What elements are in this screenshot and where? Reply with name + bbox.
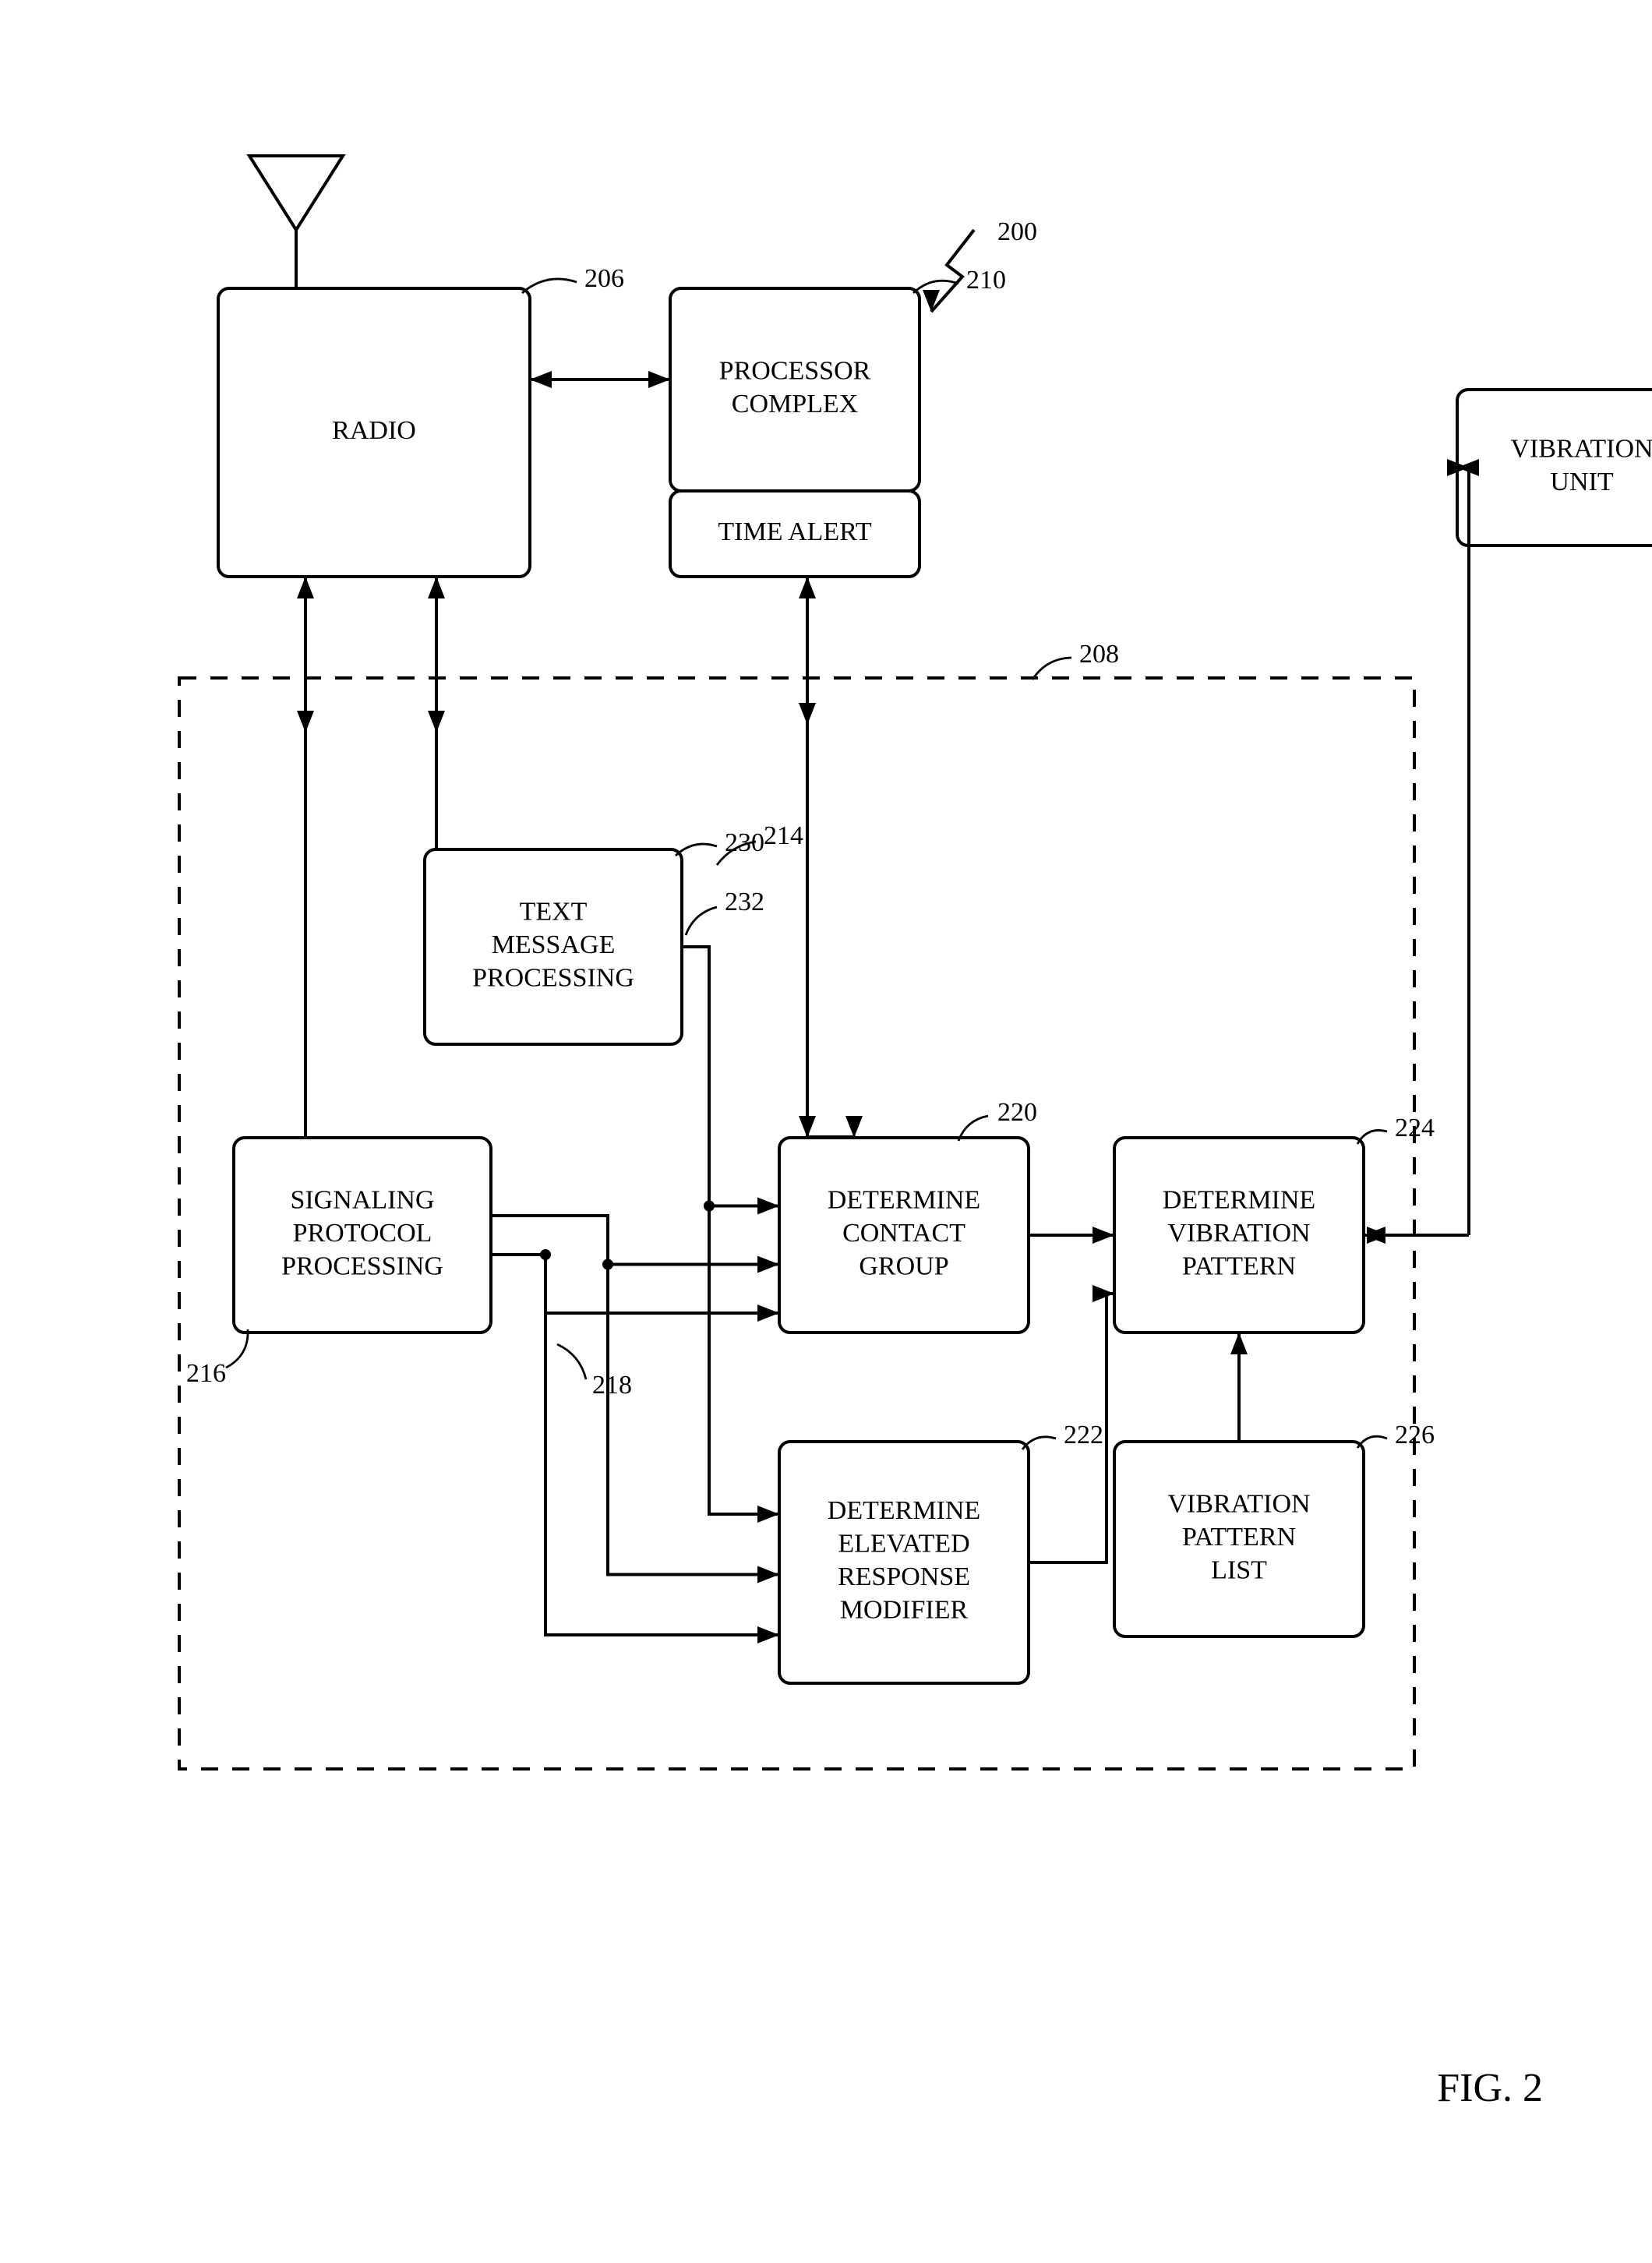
ref-218: 218: [592, 1371, 632, 1400]
block-diagram: RADIO PROCESSOR COMPLEX TIME ALERT SIGNALING…: [0, 0, 1652, 2263]
box-signaling: SIGNALING PROTOCOL PROCESSING: [234, 1138, 491, 1333]
ref-222: 222: [1064, 1421, 1103, 1449]
box-elevated-line2: RESPONSE: [838, 1562, 970, 1591]
ref-216: 216: [186, 1359, 226, 1388]
ref-206: 206: [584, 264, 624, 293]
ref-208: 208: [1079, 640, 1119, 669]
box-processor: PROCESSOR COMPLEX: [670, 288, 920, 491]
box-vib_list-line1: PATTERN: [1182, 1523, 1296, 1552]
ref-200: 200: [997, 217, 1037, 246]
ref-232: 232: [725, 888, 764, 916]
box-elevated-line1: ELEVATED: [838, 1530, 969, 1559]
box-contact-line0: DETERMINE: [828, 1185, 980, 1214]
box-text_msg-line0: TEXT: [520, 897, 588, 926]
box-vib_unit-line0: VIBRATION: [1510, 435, 1652, 464]
ref-220: 220: [997, 1098, 1037, 1127]
box-elevated-line0: DETERMINE: [828, 1496, 980, 1525]
box-vib_list-line2: LIST: [1211, 1555, 1267, 1584]
box-vib_unit: VIBRATION UNIT: [1457, 390, 1652, 545]
box-time_alert-line0: TIME ALERT: [718, 517, 871, 546]
ref-224: 224: [1395, 1114, 1435, 1142]
ref-210: 210: [966, 266, 1006, 295]
ref-226: 226: [1395, 1421, 1435, 1449]
figure-caption: FIG. 2: [1437, 2066, 1543, 2110]
box-contact-line2: GROUP: [859, 1252, 948, 1280]
box-vib_pattern-line2: PATTERN: [1182, 1252, 1296, 1280]
box-elevated: DETERMINE ELEVATED RESPONSE MODIFIER: [779, 1442, 1029, 1683]
ref-214: 214: [764, 821, 803, 850]
box-text_msg-line1: MESSAGE: [492, 930, 616, 959]
box-contact-line1: CONTACT: [842, 1219, 965, 1248]
box-text_msg: TEXT MESSAGE PROCESSING: [425, 849, 682, 1044]
box-signaling-line0: SIGNALING: [290, 1185, 434, 1214]
box-vib_pattern-line0: DETERMINE: [1163, 1185, 1315, 1214]
box-elevated-line3: MODIFIER: [840, 1596, 969, 1625]
box-signaling-line1: PROTOCOL: [293, 1219, 432, 1248]
box-contact: DETERMINE CONTACT GROUP: [779, 1138, 1029, 1333]
box-radio: RADIO: [218, 288, 530, 577]
antenna-icon: [249, 156, 343, 230]
box-time_alert: TIME ALERT: [670, 491, 920, 577]
box-vib_pattern: DETERMINE VIBRATION PATTERN: [1114, 1138, 1364, 1333]
box-vib_list: VIBRATION PATTERN LIST: [1114, 1442, 1364, 1636]
box-radio-line0: RADIO: [332, 416, 416, 445]
box-text_msg-line2: PROCESSING: [472, 963, 634, 992]
box-processor-line0: PROCESSOR: [719, 357, 871, 386]
box-vib_pattern-line1: VIBRATION: [1167, 1219, 1310, 1248]
box-signaling-line2: PROCESSING: [281, 1252, 443, 1280]
box-processor-line1: COMPLEX: [732, 390, 858, 418]
box-vib_unit-line1: UNIT: [1550, 468, 1613, 496]
box-vib_list-line0: VIBRATION: [1167, 1489, 1310, 1518]
